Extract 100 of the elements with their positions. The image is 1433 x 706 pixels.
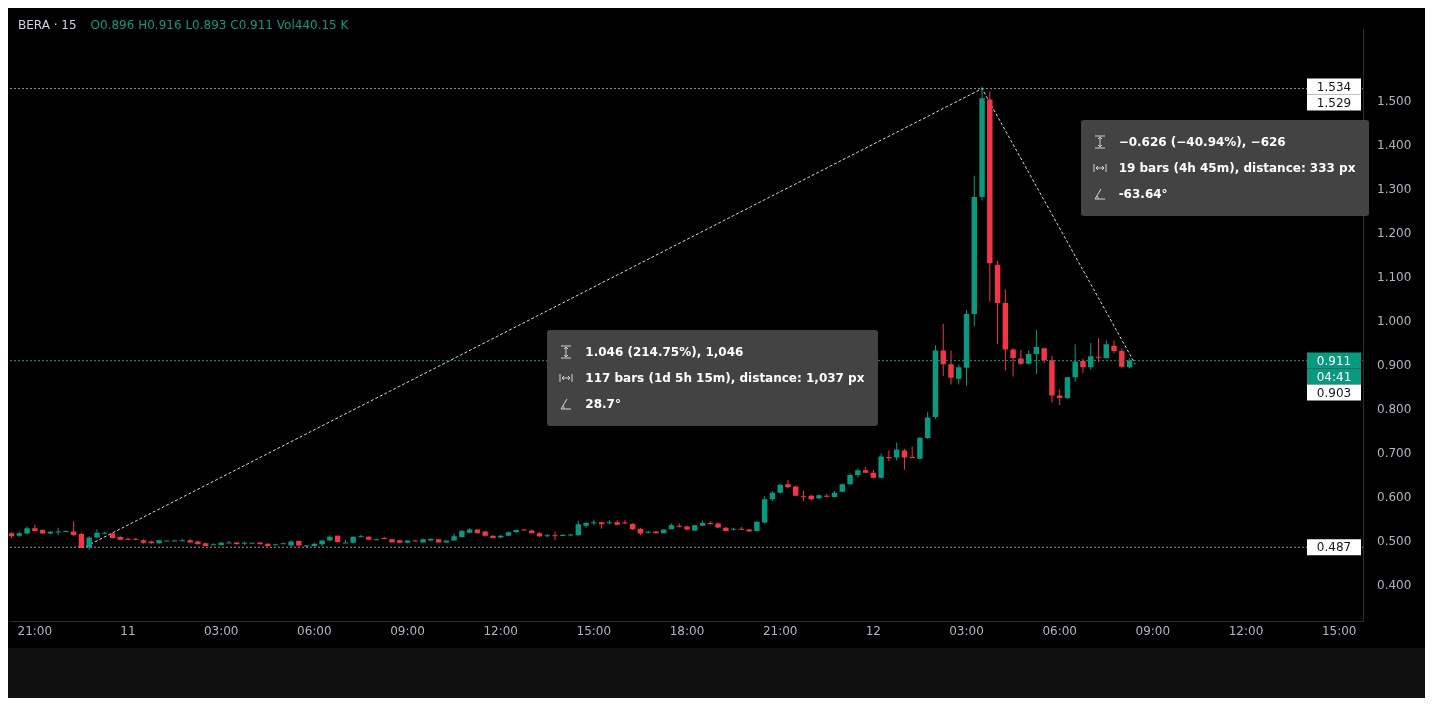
x-tick-label: 21:00 [762,623,798,638]
candlestick [1010,348,1016,377]
candlestick [699,520,706,527]
candlestick [334,535,341,543]
candlestick [1119,348,1125,368]
candlestick [233,541,240,545]
candlestick [1049,355,1055,403]
x-tick-label: 18:00 [669,623,705,638]
candlestick [70,521,77,537]
y-tick-label: 1.300 [1377,181,1412,196]
annotation: 1.046 (214.75%), 1,046 117 bars (1d 5h 15m), distance: 1,037 px 28.7° [585,344,865,411]
x-tick-label: 09:00 [390,623,425,638]
candlestick [614,520,620,526]
ref-line-label: 1.529 [1316,95,1352,110]
candlestick [668,523,675,530]
candlestick [1095,338,1102,363]
candlestick [218,541,224,546]
y-tick-label: 1.500 [1377,93,1412,108]
candlestick [777,483,783,494]
candlestick [560,534,566,537]
candlestick [971,175,977,327]
candlestick [529,529,535,534]
x-tick-label: 06:00 [297,623,332,638]
candlestick [723,526,729,532]
candlestick [497,534,504,538]
x-tick-label: 15:00 [1321,623,1357,638]
candlestick [800,490,807,502]
candlestick [575,520,582,536]
candlestick [39,529,46,535]
x-tick-label: 12:00 [1228,623,1264,638]
candlestick [793,485,799,497]
ref-line-label: 0.487 [1316,540,1352,555]
x-tick-label: 03:00 [949,623,984,638]
candlestick [319,539,325,546]
candlestick [994,260,1001,344]
y-tick-label: 1.200 [1377,225,1412,240]
candlestick [901,448,908,470]
candlestick [8,532,15,538]
candlestick [389,538,395,543]
x-tick-label: 11 [120,623,136,638]
candlestick [676,523,682,528]
candlestick [102,531,108,535]
candlestick [327,535,333,542]
candlestick [552,531,558,541]
candlestick [226,541,232,544]
candlestick [754,521,760,532]
measure-info-panel: −0.626 (−40.94%), −626 19 bars (4h 45m), distance: 333 px -63.64° [1080,120,1370,217]
x-tick-label: 21:00 [17,623,53,638]
candlestick [1080,358,1086,373]
y-tick-label: 0.400 [1377,577,1412,592]
candlestick [583,521,589,528]
candlestick [451,533,457,542]
candlestick [459,530,465,538]
y-tick-label: 1.000 [1377,313,1412,328]
y-tick-label: 0.900 [1377,357,1412,372]
candlestick [862,467,869,474]
candlestick [117,536,123,541]
candlestick [622,520,628,524]
candlestick [909,446,915,459]
candlestick [156,539,162,544]
chart-title: BERA · 15 [18,18,77,32]
candlestick [296,540,302,546]
measure-info-panel: 1.046 (214.75%), 1,046 117 bars (1d 5h 15m), distance: 1,037 px 28.7° [547,329,879,426]
candlestick [886,450,892,461]
candlestick [956,364,962,385]
candlestick [715,522,721,529]
candlestick [847,473,853,485]
annotation: 0.903 [1316,385,1352,400]
candlestick [855,468,861,478]
candlestick [1018,350,1024,366]
candlestick [1111,340,1117,354]
candlestick [917,437,923,460]
x-tick-label: 06:00 [1042,623,1077,638]
x-tick-label: 12 [865,623,881,638]
candlestick [645,530,651,534]
y-tick-label: 1.400 [1377,137,1412,152]
candlestick [24,526,30,535]
candlestick [397,539,403,544]
candlestick [210,543,217,546]
candlestick [241,541,248,546]
x-tick-label: 12:00 [483,623,518,638]
candlestick [987,91,993,302]
candlestick [202,542,209,547]
candlestick [257,541,263,545]
annotation: −0.626 (−40.94%), −626 19 bars (4h 45m), distance: 333 px -63.64° [1118,135,1356,202]
candlestick [420,538,426,543]
candlestick [979,86,985,201]
candlestick [16,531,23,537]
candlestick [591,519,597,526]
y-tick-label: 0.800 [1377,401,1412,416]
candlestick [358,534,364,538]
candlestick [606,520,613,525]
candlestick [187,539,193,543]
x-tick-label: 09:00 [1135,623,1171,638]
annotation: 04:41 [1316,369,1352,384]
candlestick [490,535,496,539]
candlestick [637,527,644,536]
candlestick [350,536,356,544]
x-tick-label: 03:00 [203,623,239,638]
candlestick [47,530,54,535]
